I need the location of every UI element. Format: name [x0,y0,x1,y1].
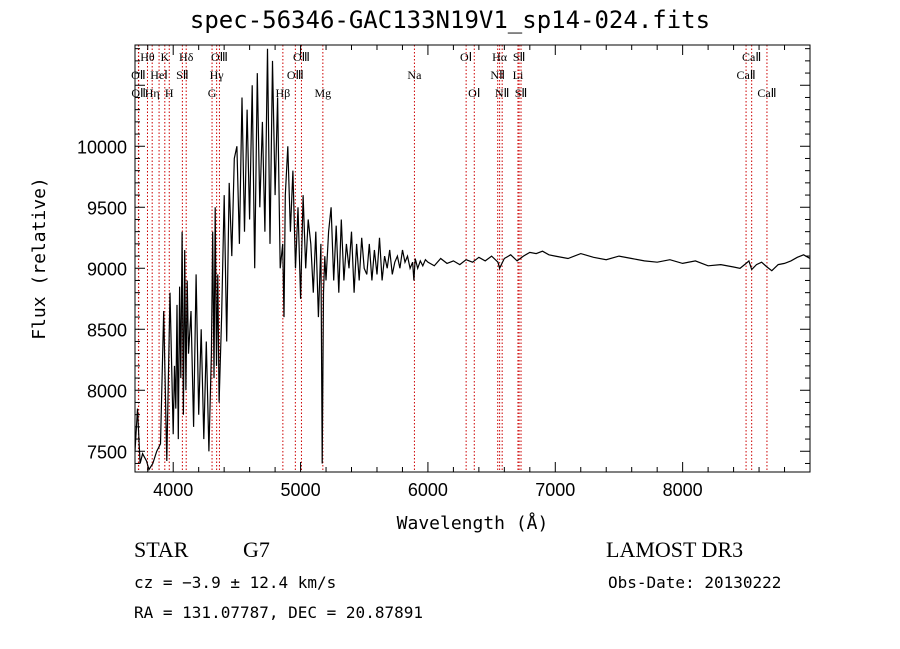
x-tick-label: 5000 [281,480,321,500]
x-tick-label: 6000 [408,480,448,500]
line-label: NⅡ [490,68,505,82]
line-label: OⅡ [131,68,146,82]
x-tick-label: 8000 [663,480,703,500]
line-label: Hβ [275,86,290,100]
y-tick-label: 9000 [87,259,127,279]
ra-dec: RA = 131.07787, DEC = 20.87891 [134,603,423,622]
x-tick-label: 4000 [153,480,193,500]
observation-date: Obs-Date: 20130222 [608,573,782,592]
line-label: SⅡ [515,86,528,100]
line-label: OⅠ [468,86,480,100]
line-label: Hγ [210,68,225,82]
y-tick-label: 8000 [87,381,127,401]
y-tick-label: 7500 [87,442,127,462]
line-label: G [208,86,217,100]
line-label: Mg [315,86,332,100]
line-label: SⅡ [513,50,526,64]
line-label: OⅢ [211,50,228,64]
line-label: Li [513,68,524,82]
x-axis-label: Wavelength (Å) [397,512,549,534]
line-label: NⅡ [495,86,510,100]
chart-title: spec-56346-GAC133N19V1_sp14-024.fits [189,6,711,34]
y-tick-label: 8500 [87,320,127,340]
line-label: OⅢ [287,68,304,82]
y-tick-label: 10000 [77,137,127,157]
x-tick-label: 7000 [535,480,575,500]
object-type: STAR [134,537,189,562]
object-subclass: G7 [243,537,270,562]
flux-series-line [135,48,810,472]
line-label: Hα [492,50,508,64]
line-label: SⅡ [176,68,189,82]
line-label: Na [407,68,422,82]
plot-frame [134,44,811,473]
line-label: K [160,50,169,64]
line-label: OⅢ [293,50,310,64]
line-label: Hδ [179,50,194,64]
line-label: OⅠ [460,50,472,64]
line-label: CaⅡ [757,86,776,100]
line-label: HeⅠ [150,68,168,82]
redshift-cz: cz = −3.9 ± 12.4 km/s [134,573,337,592]
y-axis-label: Flux (relative) [29,177,50,340]
line-label: Hη [145,86,160,100]
line-label: OⅡ [131,86,146,100]
line-label: CaⅡ [742,50,761,64]
survey-name: LAMOST DR3 [606,537,744,562]
line-label: CaⅡ [736,68,755,82]
line-label: H [165,86,174,100]
y-tick-label: 9500 [87,198,127,218]
line-label: Hθ [140,50,155,64]
